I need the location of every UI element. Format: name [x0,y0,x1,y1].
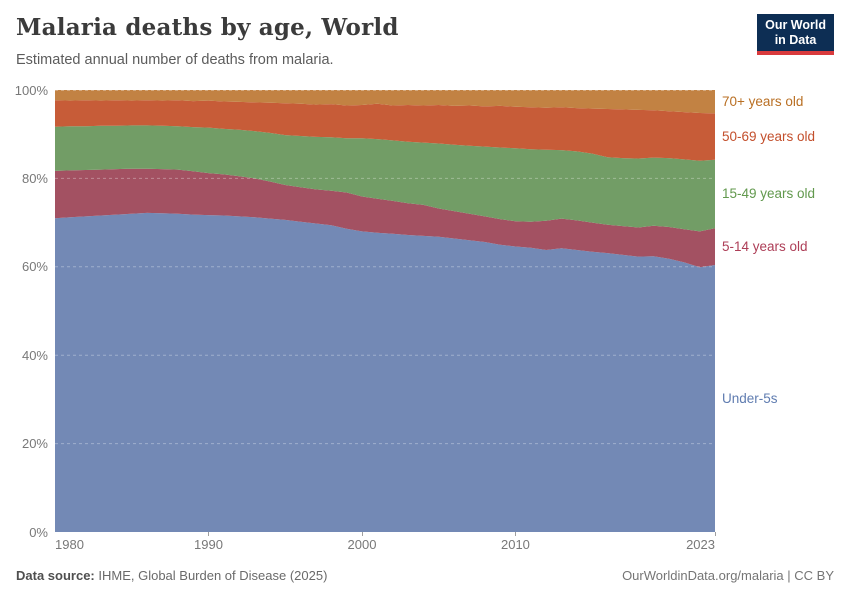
x-axis-tick [515,532,517,536]
y-axis-label: 0% [29,524,48,540]
y-axis-label: 40% [21,347,48,363]
x-axis-label: 1990 [194,537,223,552]
page-subtitle: Estimated annual number of deaths from m… [16,52,334,68]
x-axis-tick [208,532,210,536]
footer-link[interactable]: OurWorldinData.org/malaria | CC BY [622,568,834,583]
y-axis-label: 60% [21,259,48,275]
legend-label-15-49-years-old[interactable]: 15-49 years old [722,186,816,202]
legend-label-50-69-years-old[interactable]: 50-69 years old [722,128,816,144]
y-axis-label: 20% [21,436,48,452]
data-source-note: Data source: IHME, Global Burden of Dise… [16,568,327,583]
x-axis-label: 1980 [55,537,84,552]
data-source-text: IHME, Global Burden of Disease (2025) [94,568,328,583]
area-series-15-49-years-old[interactable] [55,125,715,232]
legend-label-5-14-years-old[interactable]: 5-14 years old [722,238,808,254]
x-axis-label: 2023 [686,537,715,552]
legend-label-70-years-old[interactable]: 70+ years old [722,93,804,109]
page-title: Malaria deaths by age, World [16,14,399,41]
area-series-50-69-years-old[interactable] [55,100,715,161]
x-axis-label: 2010 [500,537,530,552]
x-axis-label: 2000 [347,537,377,552]
legend-label-under-5s[interactable]: Under-5s [722,390,778,406]
stacked-area-chart[interactable] [55,90,715,532]
data-source-label: Data source: [16,568,95,583]
area-series-under-5s[interactable] [55,212,715,532]
y-axis-label: 80% [21,170,48,186]
x-axis-tick [715,532,716,536]
logo-line-2: in Data [774,33,817,47]
x-axis-tick [361,532,363,536]
area-series-70-years-old[interactable] [55,90,715,114]
area-series-5-14-years-old[interactable] [55,168,715,268]
y-axis-label: 100% [14,82,48,98]
logo-line-1: Our World [765,18,826,32]
owid-logo[interactable]: Our World in Data [757,14,834,55]
